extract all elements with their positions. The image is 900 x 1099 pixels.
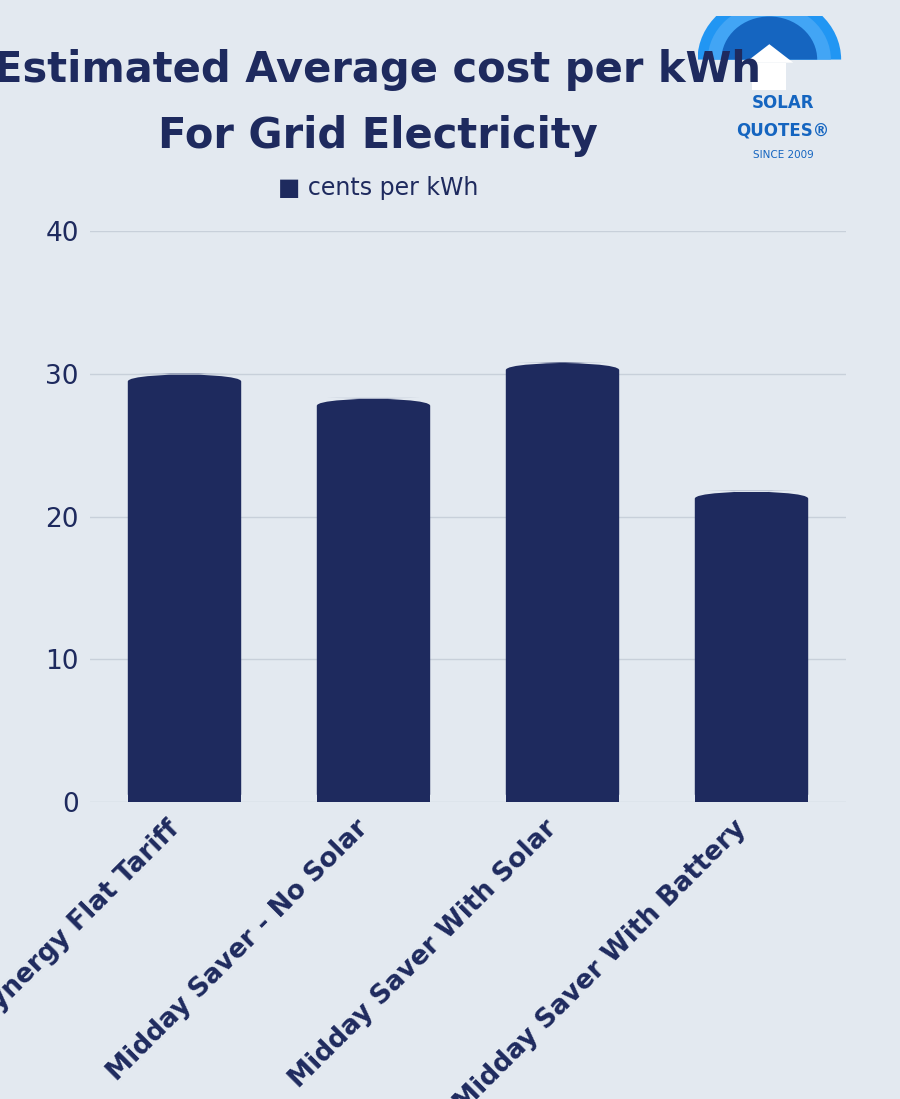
Text: For Grid Electricity: For Grid Electricity xyxy=(158,115,598,157)
FancyBboxPatch shape xyxy=(695,790,808,802)
FancyBboxPatch shape xyxy=(317,790,430,802)
FancyBboxPatch shape xyxy=(695,491,808,802)
FancyBboxPatch shape xyxy=(128,374,241,802)
Text: SOLAR: SOLAR xyxy=(752,93,814,112)
FancyBboxPatch shape xyxy=(506,790,619,802)
Text: ■ cents per kWh: ■ cents per kWh xyxy=(278,176,478,200)
FancyBboxPatch shape xyxy=(752,63,787,90)
FancyBboxPatch shape xyxy=(506,363,619,802)
Wedge shape xyxy=(698,0,842,59)
Polygon shape xyxy=(745,44,793,63)
FancyBboxPatch shape xyxy=(317,398,430,802)
Wedge shape xyxy=(722,16,817,59)
Text: Estimated Average cost per kWh: Estimated Average cost per kWh xyxy=(0,49,761,91)
Wedge shape xyxy=(707,4,831,59)
Text: SINCE 2009: SINCE 2009 xyxy=(752,149,814,160)
FancyBboxPatch shape xyxy=(128,790,241,802)
Text: QUOTES®: QUOTES® xyxy=(736,121,830,140)
